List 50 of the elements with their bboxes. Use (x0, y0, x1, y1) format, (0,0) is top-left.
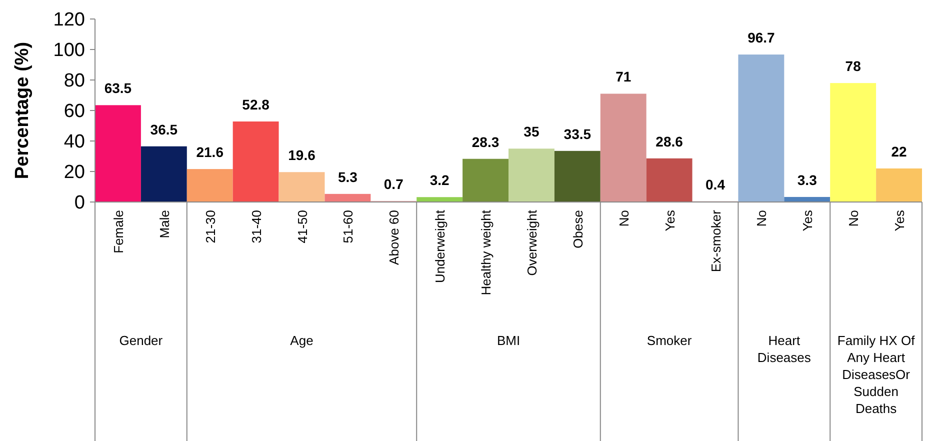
data-label: 28.6 (656, 133, 684, 150)
data-label: 78 (845, 58, 862, 74)
data-label: 5.3 (338, 168, 358, 185)
x-tick-label: Male (156, 210, 172, 238)
data-label: 35 (524, 124, 540, 140)
y-tick-label: 40 (64, 132, 85, 153)
text: Heart Diseases (757, 333, 812, 365)
y-axis-title: Percentage (%) (12, 42, 33, 180)
x-tick-label: 41-50 (294, 210, 310, 244)
text: BMI (496, 333, 520, 348)
x-tick-label: Yes (662, 210, 678, 232)
text: Age (290, 333, 314, 348)
data-label: 96.7 (748, 30, 776, 46)
data-label: 36.5 (150, 121, 178, 138)
data-label: 63.5 (104, 80, 132, 96)
x-tick-label: Underweight (432, 210, 448, 283)
y-tick-label: 0 (74, 192, 85, 214)
x-tick-label: 51-60 (340, 210, 356, 244)
data-label: 0.4 (706, 176, 726, 192)
y-tick-label: 100 (53, 40, 85, 62)
x-tick-label: Healthy weight (478, 210, 494, 296)
data-label: 19.6 (288, 147, 316, 164)
data-label: 3.2 (430, 172, 450, 188)
x-tick-label: No (846, 210, 862, 227)
data-label: 33.5 (564, 126, 592, 142)
x-tick-label: Above 60 (386, 210, 402, 265)
text: Family HX Of Any Heart DiseasesOr Sudden Deaths (837, 333, 916, 416)
x-tick-label: Ex-smoker (708, 209, 724, 272)
y-tick-label: 120 (53, 10, 85, 31)
x-tick-label: No (754, 210, 770, 227)
data-label: 21.6 (196, 144, 224, 160)
y-tick-label: 60 (64, 101, 85, 122)
y-tick-label: 80 (64, 70, 85, 92)
x-tick-label: 21-30 (202, 210, 218, 244)
x-tick-label: Female (110, 210, 126, 254)
data-label: 22 (891, 143, 908, 160)
data-label: 0.7 (384, 176, 404, 192)
x-tick-label: Overweight (524, 210, 540, 276)
x-tick-label: No (616, 210, 632, 227)
data-label: 28.3 (472, 134, 500, 150)
text: Gender (119, 333, 164, 348)
data-label: 3.3 (797, 172, 818, 188)
x-tick-label: Yes (800, 210, 816, 232)
x-tick-label: 31-40 (248, 210, 264, 244)
x-tick-label: Yes (892, 210, 908, 232)
x-tick-label: Obese (570, 210, 586, 248)
data-label: 52.8 (242, 96, 270, 112)
y-tick-label: 20 (64, 162, 85, 184)
data-label: 71 (616, 68, 632, 85)
text: Smoker (646, 333, 692, 348)
